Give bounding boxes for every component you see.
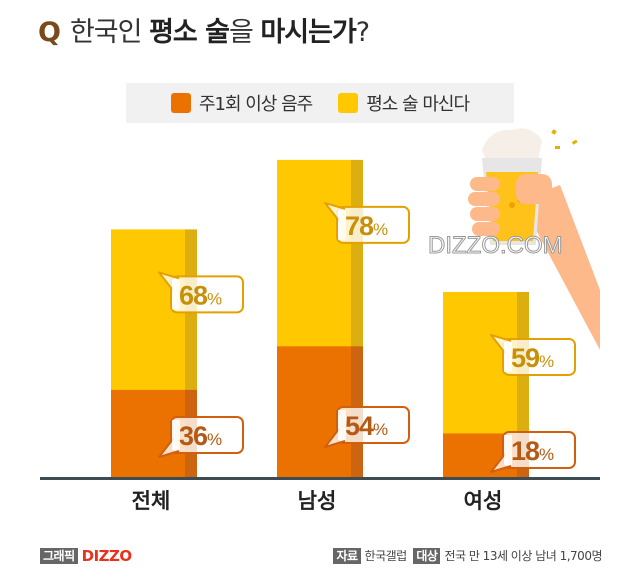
title-bold: 마시는가 [260, 17, 356, 48]
source-tag: 자료 [333, 548, 361, 564]
label-weekly: 54% [324, 406, 410, 448]
label-weekly: 18% [490, 431, 576, 473]
graphic-tag: 그래픽 [40, 548, 78, 564]
legend: 주1회 이상 음주 평소 술 마신다 [126, 83, 514, 123]
chart-title: Q 한국인 평소 술을 마시는가? [38, 10, 370, 49]
legend-swatch [338, 93, 359, 113]
title-text: 을 [228, 17, 261, 48]
target-text: 전국 만 13세 이상 남녀 1,700명 [444, 549, 602, 563]
legend-swatch [170, 93, 191, 113]
legend-item-usual: 평소 술 마신다 [338, 90, 470, 116]
target-tag: 대상 [413, 548, 441, 564]
baseline [40, 477, 600, 480]
q-mark: Q [38, 17, 61, 48]
data-label: 54% [345, 411, 388, 441]
legend-label: 평소 술 마신다 [366, 94, 470, 115]
brand-logo: DIZZO [81, 547, 133, 565]
title-text: ? [355, 17, 370, 48]
category-label: 전체 [132, 489, 171, 513]
credit: 그래픽 DIZZO [40, 547, 132, 565]
label-usual: 59% [490, 333, 576, 376]
title-text: 한국인 [69, 17, 150, 48]
legend-item-weekly: 주1회 이상 음주 [170, 90, 313, 116]
source-text: 한국갤럽 [364, 549, 408, 563]
category-label: 남성 [298, 489, 337, 513]
label-usual: 68% [158, 271, 244, 314]
legend-label: 주1회 이상 음주 [198, 94, 313, 115]
category-label: 여성 [464, 489, 503, 513]
label-usual: 78% [324, 201, 410, 244]
source-info: 자료 한국갤럽 대상 전국 만 13세 이상 남녀 1,700명 [333, 547, 602, 564]
title-bold: 평소 술 [149, 17, 230, 48]
label-weekly: 36% [158, 416, 244, 458]
beer-hand-illustration [468, 128, 600, 350]
watermark: DIZZO.COM [428, 232, 563, 259]
data-label: 59% [511, 343, 554, 373]
